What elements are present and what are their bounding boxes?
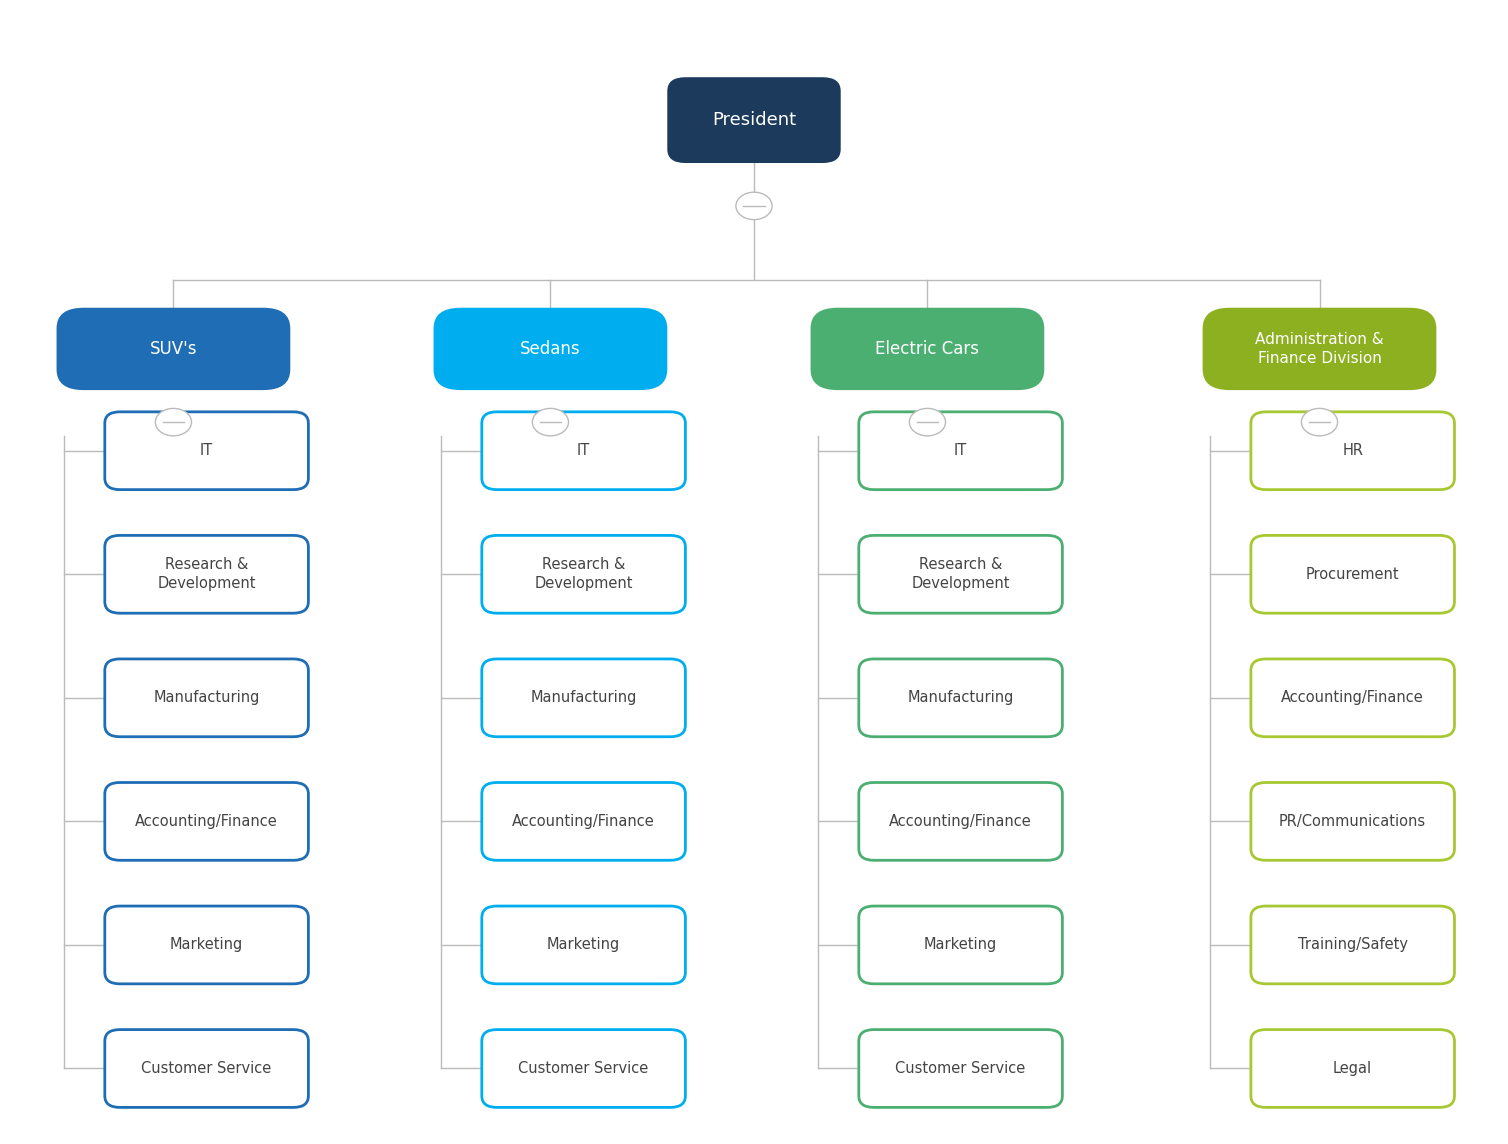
Text: IT: IT [955, 443, 967, 459]
Circle shape [909, 408, 946, 436]
Text: Legal: Legal [1333, 1060, 1372, 1077]
Circle shape [1301, 408, 1338, 436]
FancyBboxPatch shape [860, 906, 1062, 984]
FancyBboxPatch shape [1250, 659, 1454, 737]
FancyBboxPatch shape [481, 782, 685, 860]
Circle shape [532, 408, 569, 436]
FancyBboxPatch shape [1250, 906, 1454, 984]
Text: Customer Service: Customer Service [896, 1060, 1025, 1077]
Text: PR/Communications: PR/Communications [1279, 813, 1427, 829]
Text: Customer Service: Customer Service [142, 1060, 271, 1077]
FancyBboxPatch shape [860, 412, 1062, 490]
Text: Accounting/Finance: Accounting/Finance [1282, 690, 1424, 706]
FancyBboxPatch shape [1250, 412, 1454, 490]
Text: Administration &
Finance Division: Administration & Finance Division [1255, 332, 1384, 366]
Text: President: President [712, 111, 796, 129]
FancyBboxPatch shape [1250, 535, 1454, 613]
FancyBboxPatch shape [860, 1030, 1062, 1107]
Text: Accounting/Finance: Accounting/Finance [890, 813, 1031, 829]
Text: Manufacturing: Manufacturing [154, 690, 259, 706]
FancyBboxPatch shape [860, 659, 1062, 737]
FancyBboxPatch shape [481, 412, 685, 490]
FancyBboxPatch shape [481, 659, 685, 737]
Text: Research &
Development: Research & Development [157, 557, 256, 591]
Text: Manufacturing: Manufacturing [908, 690, 1013, 706]
Text: IT: IT [201, 443, 213, 459]
FancyBboxPatch shape [106, 782, 309, 860]
FancyBboxPatch shape [106, 906, 309, 984]
FancyBboxPatch shape [811, 308, 1044, 390]
FancyBboxPatch shape [106, 412, 309, 490]
FancyBboxPatch shape [106, 659, 309, 737]
Text: Manufacturing: Manufacturing [531, 690, 636, 706]
FancyBboxPatch shape [1202, 308, 1436, 390]
FancyBboxPatch shape [481, 906, 685, 984]
Text: Marketing: Marketing [547, 937, 620, 953]
FancyBboxPatch shape [481, 1030, 685, 1107]
Text: Procurement: Procurement [1306, 566, 1399, 582]
FancyBboxPatch shape [860, 782, 1062, 860]
Text: HR: HR [1342, 443, 1363, 459]
Text: Research &
Development: Research & Development [911, 557, 1010, 591]
Text: Sedans: Sedans [520, 340, 581, 358]
FancyBboxPatch shape [434, 308, 667, 390]
Text: Electric Cars: Electric Cars [876, 340, 979, 358]
FancyBboxPatch shape [1250, 782, 1454, 860]
Text: Marketing: Marketing [924, 937, 997, 953]
Text: Research &
Development: Research & Development [534, 557, 633, 591]
FancyBboxPatch shape [106, 1030, 309, 1107]
Text: Accounting/Finance: Accounting/Finance [136, 813, 277, 829]
FancyBboxPatch shape [106, 535, 309, 613]
Text: Training/Safety: Training/Safety [1298, 937, 1407, 953]
Circle shape [736, 192, 772, 220]
FancyBboxPatch shape [1250, 1030, 1454, 1107]
Text: SUV's: SUV's [149, 340, 198, 358]
FancyBboxPatch shape [57, 308, 290, 390]
Text: Customer Service: Customer Service [519, 1060, 648, 1077]
FancyBboxPatch shape [860, 535, 1062, 613]
FancyBboxPatch shape [667, 78, 841, 162]
Text: IT: IT [578, 443, 590, 459]
Text: Accounting/Finance: Accounting/Finance [513, 813, 654, 829]
Circle shape [155, 408, 192, 436]
Text: Marketing: Marketing [170, 937, 243, 953]
FancyBboxPatch shape [481, 535, 685, 613]
